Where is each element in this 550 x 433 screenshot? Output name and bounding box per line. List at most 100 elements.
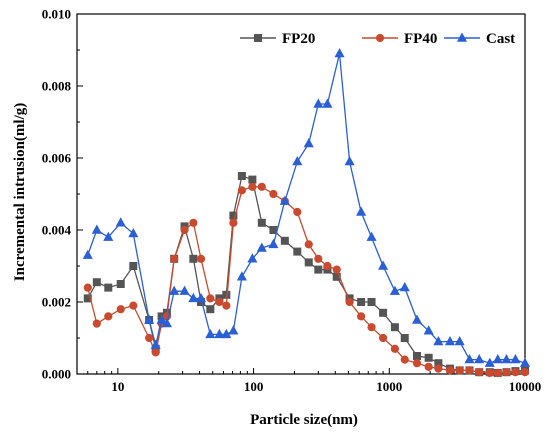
data-point-fp40 xyxy=(293,207,302,217)
data-point-fp40 xyxy=(206,294,215,303)
data-point-fp40 xyxy=(257,182,266,191)
data-point-fp40 xyxy=(502,368,511,377)
data-point-cast xyxy=(510,354,521,364)
legend-label-fp40: FP40 xyxy=(404,31,437,47)
legend-marker-cast xyxy=(456,32,468,42)
data-point-fp20 xyxy=(424,353,433,362)
data-point-fp40 xyxy=(445,366,455,375)
plot-frame xyxy=(76,13,526,375)
data-point-fp20 xyxy=(412,352,421,360)
data-point-fp40 xyxy=(116,305,125,314)
data-point-fp20 xyxy=(189,254,198,263)
y-tick-label: 0.004 xyxy=(42,223,72,238)
data-point-cast xyxy=(292,156,303,166)
data-point-cast xyxy=(464,354,475,364)
plot-border xyxy=(76,13,526,375)
data-point-cast xyxy=(161,318,172,328)
data-point-cast xyxy=(501,354,512,364)
data-point-cast xyxy=(188,292,199,303)
data-point-fp40 xyxy=(323,261,332,271)
data-point-cast xyxy=(115,217,126,227)
data-point-fp40 xyxy=(189,218,198,227)
data-point-fp40 xyxy=(145,333,154,343)
data-point-cast xyxy=(474,354,485,364)
data-point-fp40 xyxy=(412,359,422,368)
data-point-fp40 xyxy=(170,254,179,263)
data-point-fp40 xyxy=(151,348,160,357)
legend-item-cast: Cast xyxy=(444,31,515,47)
data-point-cast xyxy=(268,238,279,249)
data-point-cast xyxy=(366,231,377,241)
data-point-cast xyxy=(91,224,102,234)
data-point-cast xyxy=(399,282,410,292)
data-point-fp20 xyxy=(304,258,313,267)
data-point-cast xyxy=(156,314,167,324)
data-point-fp40 xyxy=(222,301,231,310)
data-point-cast xyxy=(344,156,355,166)
data-point-cast xyxy=(228,325,239,335)
y-tick-label: 0.010 xyxy=(42,7,71,22)
data-point-fp40 xyxy=(424,362,433,371)
data-point-fp40 xyxy=(237,186,246,195)
data-point-fp20 xyxy=(92,278,101,287)
data-point-cast xyxy=(236,271,247,281)
data-point-fp20 xyxy=(257,218,266,227)
data-point-fp40 xyxy=(485,368,494,378)
x-axis-title: Particle size(nm) xyxy=(250,412,358,428)
data-point-fp40 xyxy=(493,368,502,378)
x-tick-label: 1000 xyxy=(376,379,402,394)
series-cast xyxy=(82,48,531,367)
data-point-fp40 xyxy=(520,368,530,377)
data-point-cast xyxy=(103,231,114,241)
data-point-fp20 xyxy=(104,283,113,292)
data-point-cast xyxy=(322,98,333,108)
data-point-fp40 xyxy=(129,301,138,310)
y-axis-title: Incremental intrusion(ml/g) xyxy=(12,103,28,281)
data-point-cast xyxy=(205,328,216,339)
x-axis-ticks: 10 100 1000 10000 xyxy=(76,368,542,394)
data-point-cast xyxy=(389,285,400,295)
data-point-cast xyxy=(195,292,207,303)
data-point-fp40 xyxy=(332,265,341,274)
data-point-fp40 xyxy=(180,225,189,235)
data-point-fp40 xyxy=(269,189,278,199)
legend: FP20 FP40 Cast xyxy=(240,31,515,47)
data-point-cast xyxy=(411,314,423,324)
data-point-fp40 xyxy=(390,344,400,353)
data-point-fp20 xyxy=(390,323,399,332)
data-point-cast xyxy=(144,314,155,324)
data-point-cast xyxy=(221,328,232,339)
legend-label-cast: Cast xyxy=(486,31,515,47)
series-layer xyxy=(82,48,531,378)
series-line-cast xyxy=(87,53,526,364)
y-tick-label: 0.008 xyxy=(42,79,72,94)
data-point-cast xyxy=(356,206,367,216)
data-point-fp40 xyxy=(511,368,520,377)
data-point-fp40 xyxy=(229,218,238,227)
y-axis-ticks: 0.000 0.002 0.004 0.006 0.008 0.010 xyxy=(42,7,83,382)
data-point-cast xyxy=(82,249,93,259)
y-tick-label: 0.002 xyxy=(42,295,71,310)
data-point-cast xyxy=(492,354,503,364)
data-point-fp40 xyxy=(215,297,224,307)
x-tick-label: 100 xyxy=(244,379,264,394)
data-point-cast xyxy=(128,228,139,238)
data-point-cast xyxy=(519,357,531,367)
data-point-cast xyxy=(303,138,314,148)
data-point-fp40 xyxy=(345,297,354,307)
data-point-fp20 xyxy=(129,262,138,270)
legend-marker-fp20 xyxy=(254,34,262,42)
data-point-fp40 xyxy=(304,240,313,249)
data-point-fp20 xyxy=(248,175,257,184)
data-point-cast xyxy=(214,328,225,339)
x-tick-label: 10000 xyxy=(509,379,542,394)
data-point-fp40 xyxy=(196,254,206,263)
y-tick-label: 0.006 xyxy=(42,151,72,166)
data-point-fp20 xyxy=(314,265,323,274)
data-point-fp40 xyxy=(83,283,92,292)
data-point-fp40 xyxy=(465,366,474,375)
data-point-fp40 xyxy=(314,254,323,263)
data-point-cast xyxy=(484,357,495,367)
data-point-fp20 xyxy=(367,298,376,306)
